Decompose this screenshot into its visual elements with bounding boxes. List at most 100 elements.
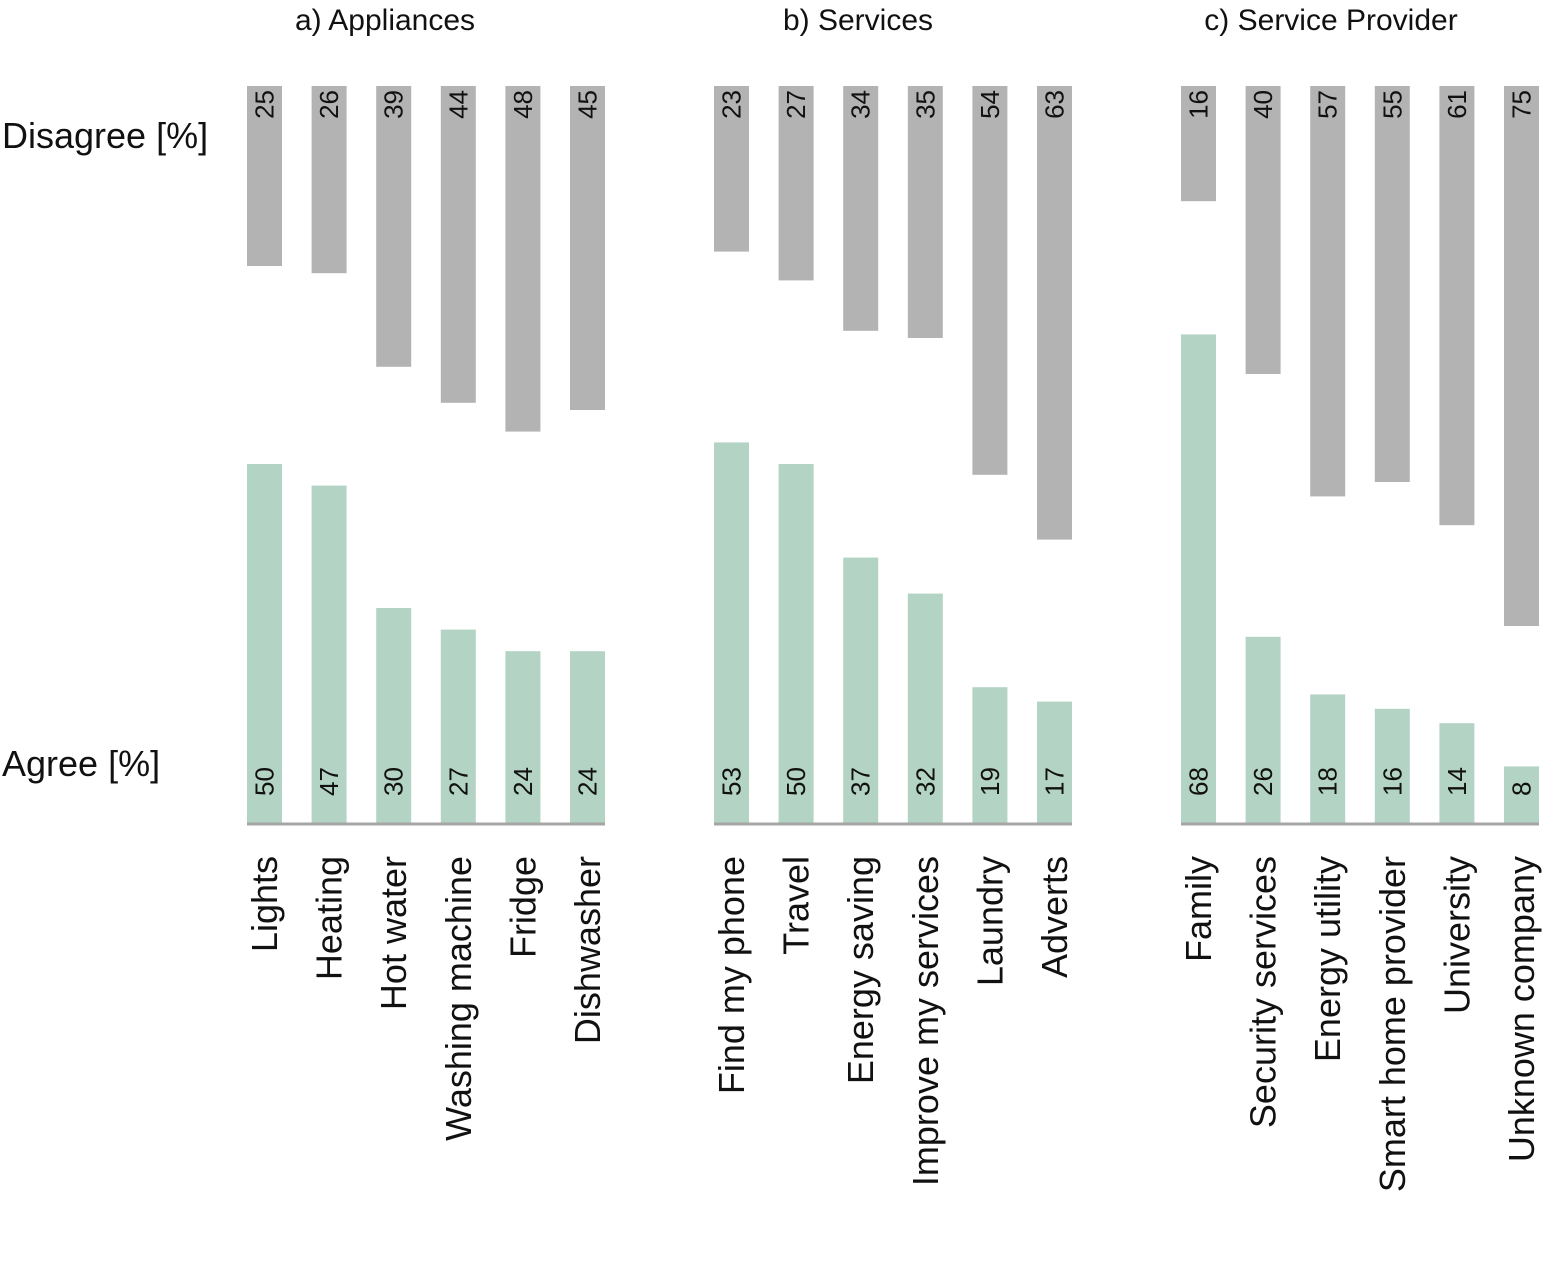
disagree-bar xyxy=(1245,86,1281,374)
agree-bar xyxy=(714,442,749,824)
agree-value-label: 53 xyxy=(717,767,747,796)
agree-value-label: 19 xyxy=(975,767,1005,796)
category-label: Adverts xyxy=(1034,856,1075,978)
disagree-value-label: 44 xyxy=(443,90,473,119)
panel-title: a) Appliances xyxy=(295,4,475,37)
agree-bar xyxy=(247,464,282,824)
agree-bar xyxy=(1037,701,1072,824)
agree-bar xyxy=(1374,708,1410,824)
disagree-value-label: 40 xyxy=(1248,90,1278,119)
disagree-value-label: 39 xyxy=(379,90,409,119)
agree-value-label: 24 xyxy=(508,767,538,796)
disagree-bar xyxy=(843,86,879,331)
chart-panel-1: a) Appliances 25 50 Lights 26 47 Heating 39 30 Ho… xyxy=(244,4,608,1141)
disagree-bar xyxy=(778,86,814,281)
disagree-side-label: Disagree [%] xyxy=(2,115,208,156)
category-label: Heating xyxy=(309,856,350,980)
agree-value-label: 26 xyxy=(1248,767,1278,796)
agree-bar xyxy=(1181,334,1216,824)
disagree-value-label: 63 xyxy=(1040,90,1070,119)
category-label: Travel xyxy=(776,856,817,955)
disagree-bar xyxy=(440,86,476,403)
chart-panel-2: b) Services 23 53 Find my phone 27 50 Travel 34… xyxy=(711,4,1075,1186)
category-label: Laundry xyxy=(969,856,1010,986)
agree-bar xyxy=(570,651,605,824)
agree-bar xyxy=(505,651,541,824)
disagree-bar xyxy=(570,86,605,410)
agree-value-label: 68 xyxy=(1184,767,1214,796)
disagree-value-label: 26 xyxy=(314,90,344,119)
disagree-bar xyxy=(714,86,749,252)
agree-side-label: Agree [%] xyxy=(2,743,160,784)
agree-bar xyxy=(376,608,412,824)
disagree-value-label: 54 xyxy=(975,90,1005,119)
agree-value-label: 14 xyxy=(1442,767,1472,796)
disagree-value-label: 35 xyxy=(910,90,940,119)
agree-value-label: 50 xyxy=(781,767,811,796)
agree-value-label: 30 xyxy=(379,767,409,796)
agree-bar xyxy=(1310,694,1346,824)
agree-value-label: 8 xyxy=(1507,782,1537,796)
agree-bar xyxy=(440,629,476,824)
category-label: Washing machine xyxy=(438,856,479,1141)
disagree-bar xyxy=(1504,86,1539,626)
category-label: Dishwasher xyxy=(567,856,608,1044)
agree-value-label: 24 xyxy=(573,767,603,796)
category-label: Energy utility xyxy=(1307,856,1348,1062)
agree-bar xyxy=(907,593,943,824)
category-label: Smart home provider xyxy=(1372,856,1413,1192)
disagree-value-label: 55 xyxy=(1377,90,1407,119)
disagree-bar xyxy=(1439,86,1475,526)
disagree-value-label: 57 xyxy=(1313,90,1343,119)
agree-bar xyxy=(311,485,347,824)
agree-value-label: 50 xyxy=(250,767,280,796)
disagree-bar xyxy=(972,86,1008,475)
disagree-bar xyxy=(247,86,282,266)
disagree-value-label: 16 xyxy=(1184,90,1214,119)
panel-title: b) Services xyxy=(783,4,933,37)
category-label: Energy saving xyxy=(840,856,881,1084)
category-label: Security services xyxy=(1243,856,1284,1128)
disagree-bar xyxy=(505,86,541,432)
agree-bar xyxy=(843,557,879,824)
agree-bar xyxy=(1439,723,1475,824)
agree-value-label: 47 xyxy=(314,767,344,796)
category-label: Lights xyxy=(244,856,285,952)
panel-title: c) Service Provider xyxy=(1204,4,1457,37)
category-label: University xyxy=(1436,856,1477,1014)
disagree-value-label: 45 xyxy=(573,90,603,119)
category-label: Family xyxy=(1178,856,1219,962)
disagree-value-label: 34 xyxy=(846,90,876,119)
disagree-value-label: 75 xyxy=(1507,90,1537,119)
disagree-bar xyxy=(1310,86,1346,497)
disagree-bar xyxy=(907,86,943,338)
agree-value-label: 37 xyxy=(846,767,876,796)
category-label: Find my phone xyxy=(711,856,752,1094)
agree-value-label: 16 xyxy=(1377,767,1407,796)
disagree-value-label: 25 xyxy=(250,90,280,119)
disagree-value-label: 27 xyxy=(781,90,811,119)
disagree-bar xyxy=(376,86,412,367)
agree-value-label: 18 xyxy=(1313,767,1343,796)
disagree-bar xyxy=(1037,86,1072,540)
agree-value-label: 17 xyxy=(1040,767,1070,796)
disagree-bar xyxy=(1181,86,1216,202)
disagree-bar xyxy=(311,86,347,274)
disagree-value-label: 23 xyxy=(717,90,747,119)
agree-value-label: 27 xyxy=(443,767,473,796)
disagree-bar xyxy=(1374,86,1410,482)
agree-bar xyxy=(778,464,814,824)
agree-bar xyxy=(1245,636,1281,824)
disagree-value-label: 48 xyxy=(508,90,538,119)
chart-panel-3: c) Service Provider 16 68 Family 40 26 Securit… xyxy=(1178,4,1542,1192)
category-label: Improve my services xyxy=(905,856,946,1186)
category-label: Fridge xyxy=(502,856,543,958)
agree-bar xyxy=(972,687,1008,824)
category-label: Hot water xyxy=(373,856,414,1010)
agree-bar xyxy=(1504,766,1539,824)
disagree-value-label: 61 xyxy=(1442,90,1472,119)
agree-value-label: 32 xyxy=(910,767,940,796)
category-label: Unknown company xyxy=(1501,856,1542,1162)
